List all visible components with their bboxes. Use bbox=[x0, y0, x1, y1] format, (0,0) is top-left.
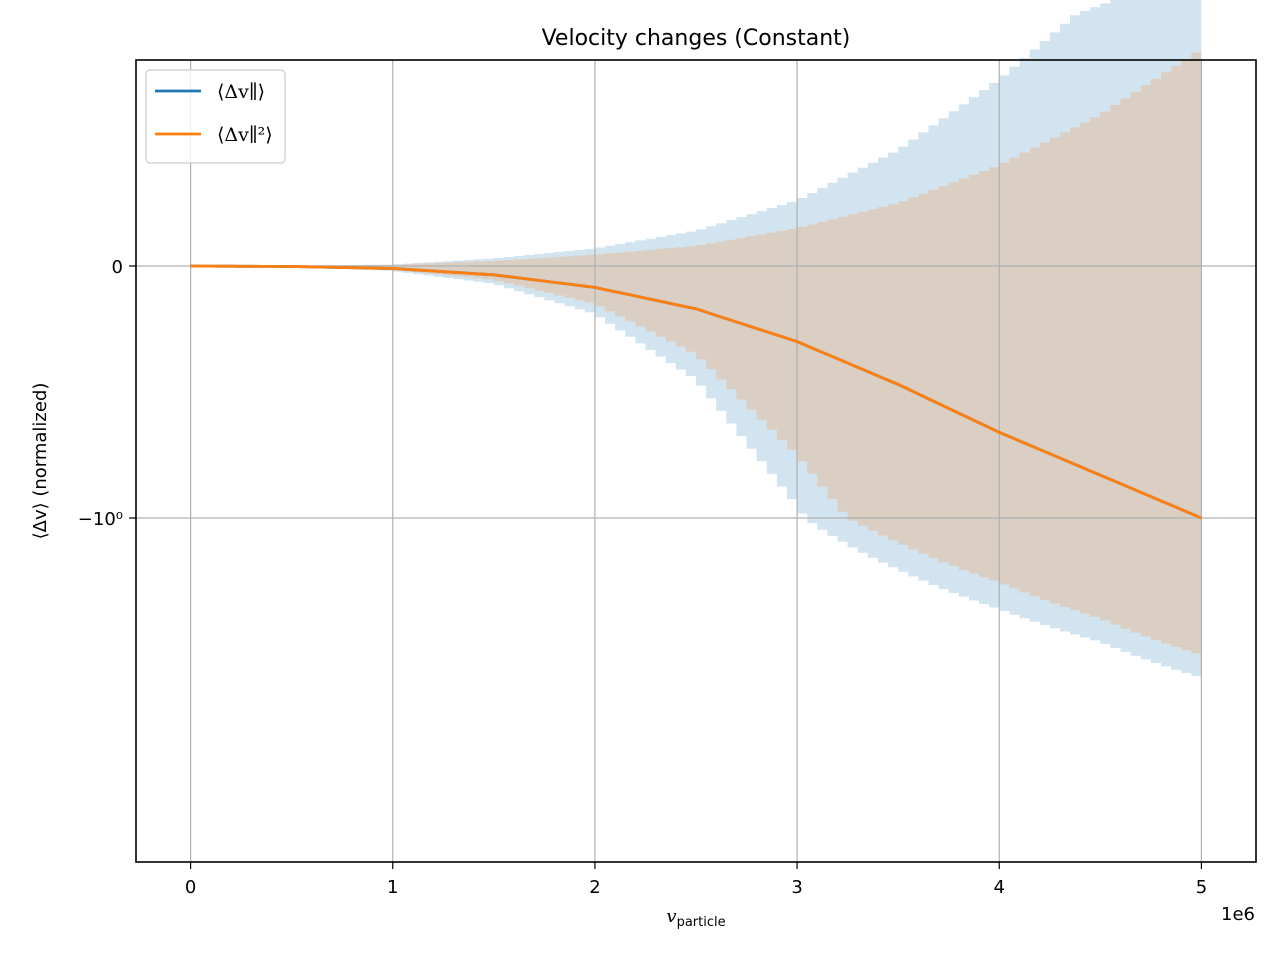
y-tick-label-1: −10⁰ bbox=[78, 509, 123, 530]
series-lines bbox=[190, 264, 1202, 520]
y-tick-label-0: 0 bbox=[112, 257, 123, 278]
x-tick-label-3: 3 bbox=[791, 877, 802, 898]
x-tick-label-2: 2 bbox=[589, 877, 600, 898]
x-tick-label-4: 4 bbox=[994, 877, 1005, 898]
x-axis-label-sub: particle bbox=[677, 915, 726, 930]
chart-title: Velocity changes (Constant) bbox=[542, 26, 851, 51]
legend-label-0: ⟨Δv∥⟩ bbox=[217, 81, 265, 103]
x-offset-text: 1e6 bbox=[1221, 904, 1255, 925]
x-tick-label-0: 0 bbox=[185, 877, 196, 898]
y-axis: 0 −10⁰ bbox=[78, 257, 136, 530]
legend-box bbox=[145, 69, 286, 164]
band-1 bbox=[190, 52, 1202, 654]
confidence-bands bbox=[190, 0, 1202, 677]
series-line-1 bbox=[190, 264, 1202, 520]
plot-frame bbox=[135, 59, 1257, 863]
x-axis-label-main: v bbox=[666, 906, 676, 927]
band-0 bbox=[190, 0, 1202, 677]
y-axis-label: ⟨Δv⟩ (normalized) bbox=[30, 383, 51, 540]
legend: ⟨Δv∥⟩ ⟨Δv∥²⟩ bbox=[145, 69, 286, 164]
legend-label-1: ⟨Δv∥²⟩ bbox=[217, 124, 273, 146]
x-tick-label-5: 5 bbox=[1196, 877, 1207, 898]
x-axis: 0 1 2 3 4 5 bbox=[185, 862, 1207, 898]
x-tick-label-1: 1 bbox=[387, 877, 398, 898]
x-axis-label: vparticle bbox=[666, 906, 725, 930]
